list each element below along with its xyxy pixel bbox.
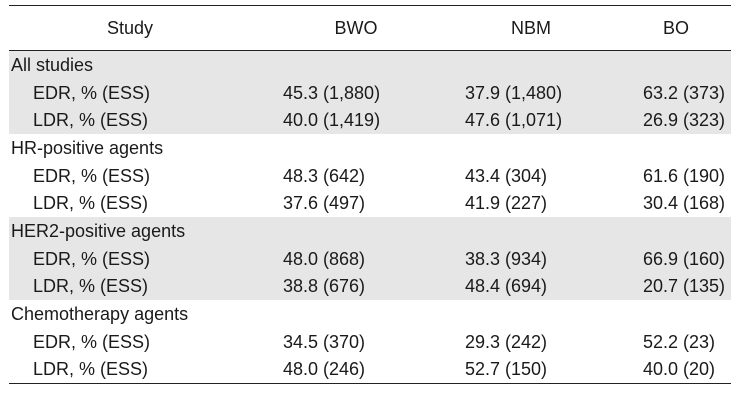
cell-bwo: 48.0 (868) bbox=[283, 248, 366, 269]
table-row: LDR, % (ESS) 38.8 (676) 48.4 (694) 20.7 … bbox=[9, 272, 731, 301]
cell-bwo: 48.0 (246) bbox=[283, 359, 366, 380]
row-label: EDR, % (ESS) bbox=[33, 248, 151, 269]
row-label: LDR, % (ESS) bbox=[33, 276, 149, 297]
table-row: EDR, % (ESS) 45.3 (1,880) 37.9 (1,480) 6… bbox=[9, 78, 731, 107]
cell-nbm: 38.3 (934) bbox=[465, 248, 548, 269]
cell-bwo: 48.3 (642) bbox=[283, 165, 366, 186]
cell-bo: 61.6 (190) bbox=[643, 165, 726, 186]
cell-bo: 40.0 (20) bbox=[643, 359, 716, 380]
header-study: Study bbox=[106, 18, 154, 38]
table-row: EDR, % (ESS) 48.3 (642) 43.4 (304) 61.6 … bbox=[9, 162, 731, 190]
group-label: HR-positive agents bbox=[11, 137, 164, 158]
row-label: LDR, % (ESS) bbox=[33, 359, 149, 380]
cell-bo: 63.2 (373) bbox=[643, 82, 726, 103]
header-bwo: BWO bbox=[334, 18, 378, 38]
cell-bo: 66.9 (160) bbox=[643, 248, 726, 269]
table-row: LDR, % (ESS) 40.0 (1,419) 47.6 (1,071) 2… bbox=[9, 106, 731, 135]
group-row-all-studies: All studies bbox=[9, 51, 731, 79]
group-row-hr-positive: HR-positive agents bbox=[9, 134, 731, 162]
cell-nbm: 48.4 (694) bbox=[465, 276, 548, 297]
header-bo: BO bbox=[662, 18, 689, 38]
row-label: EDR, % (ESS) bbox=[33, 165, 151, 186]
table-row: EDR, % (ESS) 34.5 (370) 29.3 (242) 52.2 … bbox=[9, 328, 731, 356]
group-row-chemotherapy: Chemotherapy agents bbox=[9, 300, 731, 328]
table-row: LDR, % (ESS) 48.0 (246) 52.7 (150) 40.0 … bbox=[9, 356, 731, 384]
results-table: Study BWO NBM BO All studies EDR, % (ESS… bbox=[9, 5, 731, 385]
group-label: HER2-positive agents bbox=[11, 220, 186, 241]
header-nbm: NBM bbox=[511, 18, 551, 38]
table-row: EDR, % (ESS) 48.0 (868) 38.3 (934) 66.9 … bbox=[9, 244, 731, 273]
cell-bwo: 34.5 (370) bbox=[283, 331, 366, 352]
group-label: Chemotherapy agents bbox=[11, 304, 189, 325]
table-row: LDR, % (ESS) 37.6 (497) 41.9 (227) 30.4 … bbox=[9, 189, 731, 217]
cell-bwo: 40.0 (1,419) bbox=[283, 110, 381, 131]
cell-bo: 52.2 (23) bbox=[643, 331, 716, 352]
group-row-her2-positive: HER2-positive agents bbox=[9, 217, 731, 245]
header-row: Study BWO NBM BO bbox=[9, 6, 731, 50]
cell-bwo: 45.3 (1,880) bbox=[283, 82, 381, 103]
row-label: LDR, % (ESS) bbox=[33, 110, 149, 131]
cell-bo: 30.4 (168) bbox=[643, 193, 726, 214]
cell-bo: 20.7 (135) bbox=[643, 276, 726, 297]
cell-nbm: 47.6 (1,071) bbox=[465, 110, 563, 131]
top-rule bbox=[9, 5, 731, 6]
cell-nbm: 29.3 (242) bbox=[465, 331, 548, 352]
row-label: EDR, % (ESS) bbox=[33, 82, 151, 103]
cell-bwo: 37.6 (497) bbox=[283, 193, 366, 214]
cell-bwo: 38.8 (676) bbox=[283, 276, 366, 297]
cell-nbm: 37.9 (1,480) bbox=[465, 82, 563, 103]
row-label: EDR, % (ESS) bbox=[33, 331, 151, 352]
cell-nbm: 52.7 (150) bbox=[465, 359, 548, 380]
group-label: All studies bbox=[11, 54, 94, 75]
bottom-rule bbox=[9, 383, 731, 385]
header-rule bbox=[9, 50, 731, 51]
cell-nbm: 41.9 (227) bbox=[465, 193, 548, 214]
cell-nbm: 43.4 (304) bbox=[465, 165, 548, 186]
row-label: LDR, % (ESS) bbox=[33, 193, 149, 214]
cell-bo: 26.9 (323) bbox=[643, 110, 726, 131]
